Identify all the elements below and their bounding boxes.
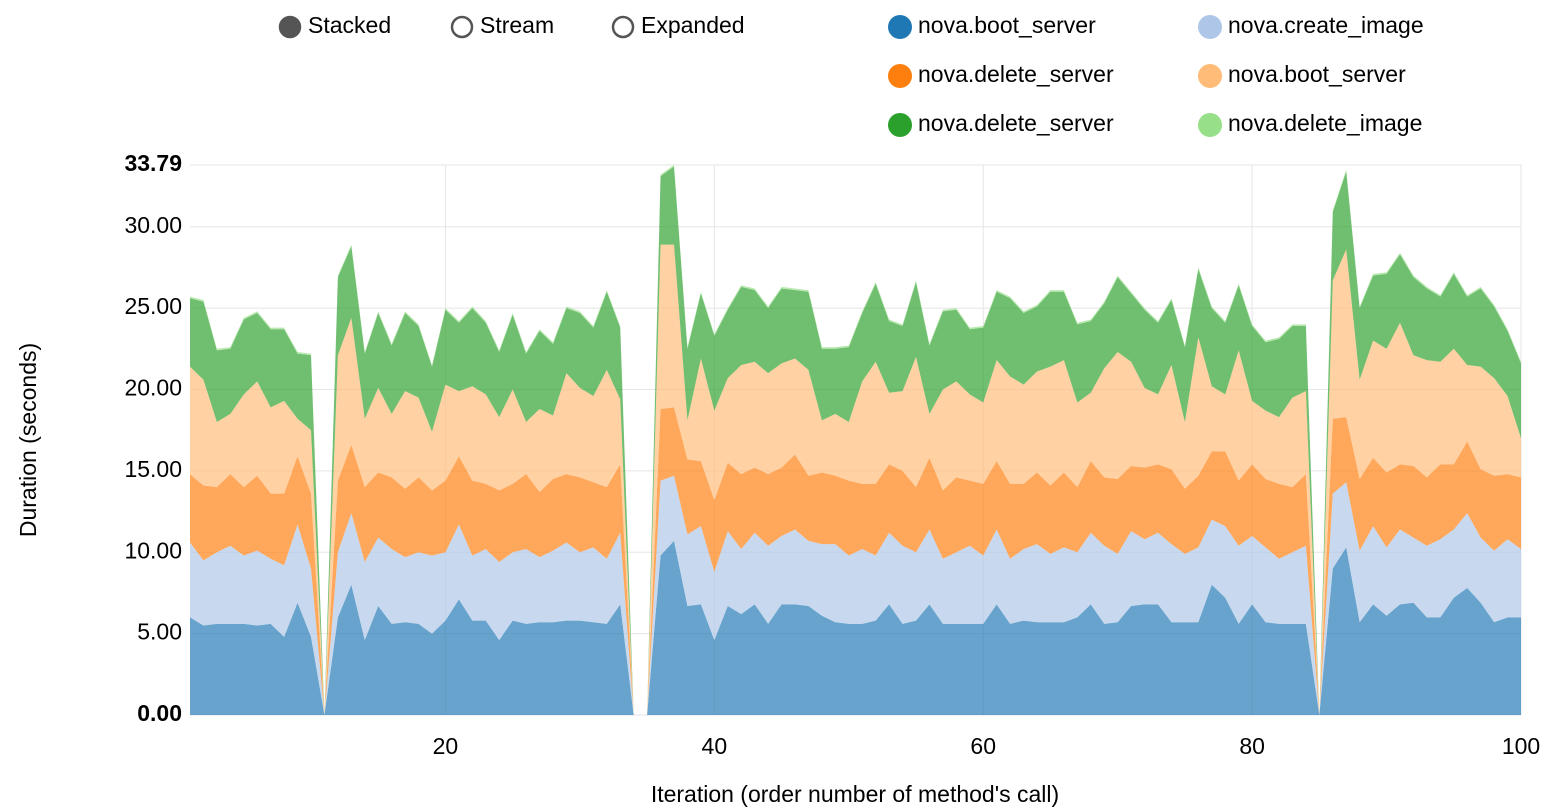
x-tick-label: 60 (970, 733, 996, 759)
y-tick-label: 10.00 (124, 537, 182, 563)
legend-label[interactable]: nova.delete_image (1228, 110, 1422, 136)
control-label[interactable]: Stream (480, 12, 554, 38)
y-tick-label: 33.79 (124, 150, 182, 176)
y-tick-label: 30.00 (124, 212, 182, 238)
area (190, 475, 1521, 715)
x-tick-label: 100 (1502, 733, 1540, 759)
legend-swatch[interactable] (1198, 64, 1222, 88)
control-label[interactable]: Expanded (641, 12, 745, 38)
legend-swatch[interactable] (1198, 15, 1222, 39)
legend-label[interactable]: nova.create_image (1228, 12, 1424, 38)
control-radio[interactable] (450, 15, 474, 39)
y-tick-label: 5.00 (137, 619, 182, 645)
x-tick-label: 40 (702, 733, 728, 759)
legend-swatch[interactable] (888, 113, 912, 137)
y-tick-label: 25.00 (124, 293, 182, 319)
x-tick-label: 80 (1239, 733, 1265, 759)
area (190, 407, 1521, 715)
legend-label[interactable]: nova.boot_server (918, 12, 1096, 38)
legend-swatch[interactable] (888, 15, 912, 39)
control-label[interactable]: Stacked (308, 12, 391, 38)
legend-label[interactable]: nova.delete_server (918, 110, 1114, 136)
area (190, 244, 1521, 716)
x-tick-label: 20 (433, 733, 459, 759)
control-radio[interactable] (278, 15, 302, 39)
area (190, 540, 1521, 715)
legend-label[interactable]: nova.delete_server (918, 61, 1114, 87)
y-tick-label: 20.00 (124, 375, 182, 401)
legend-swatch[interactable] (888, 64, 912, 88)
y-tick-label: 15.00 (124, 456, 182, 482)
y-axis-label: Duration (seconds) (15, 343, 41, 537)
control-radio[interactable] (611, 15, 635, 39)
legend-swatch[interactable] (1198, 113, 1222, 137)
y-tick-label: 0.00 (137, 700, 182, 726)
legend-label[interactable]: nova.boot_server (1228, 61, 1406, 87)
x-axis-label: Iteration (order number of method's call… (651, 781, 1059, 807)
